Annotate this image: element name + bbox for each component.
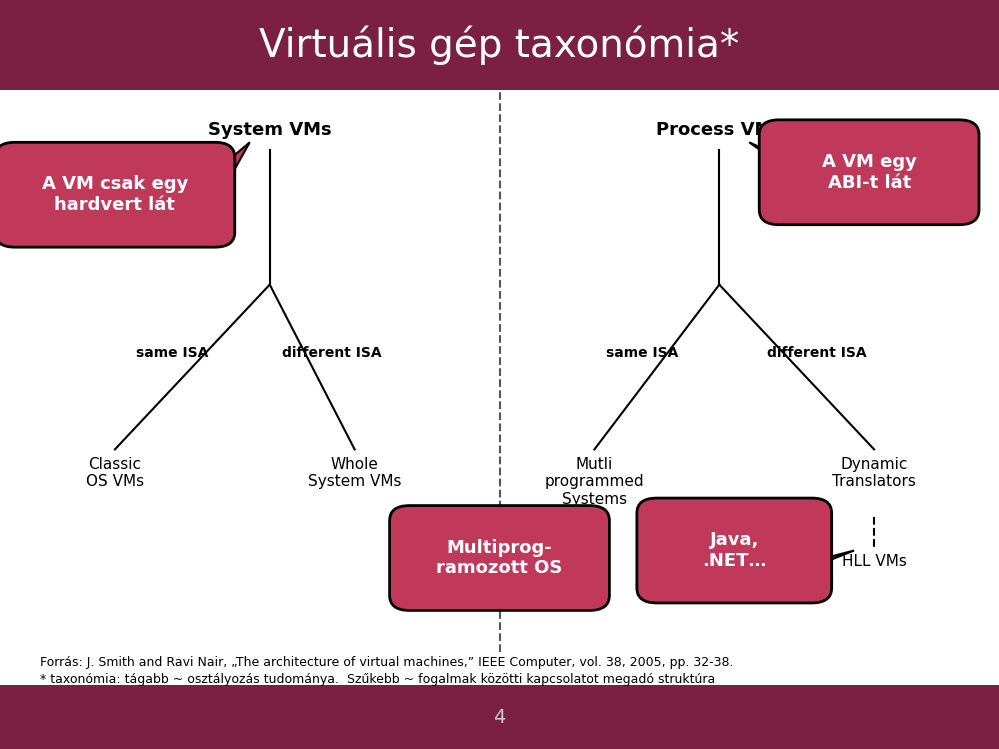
Text: Virtuális gép taxonómia*: Virtuális gép taxonómia* [260,25,739,64]
FancyBboxPatch shape [0,0,999,90]
Text: Process VMs: Process VMs [655,121,783,139]
Text: different ISA: different ISA [767,345,866,360]
Text: * taxonómia: tágabb ~ osztályozás tudománya.  Szűkebb ~ fogalmak közötti kapcsol: * taxonómia: tágabb ~ osztályozás tudomá… [40,673,715,686]
Text: Mutli
programmed
Systems: Mutli programmed Systems [544,457,644,506]
Text: Dynamic
Translators: Dynamic Translators [832,457,916,489]
Text: Whole
System VMs: Whole System VMs [308,457,402,489]
Text: Forrás: J. Smith and Ravi Nair, „The architecture of virtual machines,” IEEE Com: Forrás: J. Smith and Ravi Nair, „The arc… [40,655,733,669]
Text: different ISA: different ISA [283,345,382,360]
FancyBboxPatch shape [759,120,979,225]
Text: same ISA: same ISA [136,345,209,360]
Text: same ISA: same ISA [605,345,678,360]
Polygon shape [709,551,854,588]
Text: HLL VMs: HLL VMs [842,554,906,569]
FancyBboxPatch shape [637,498,831,603]
Text: A VM egy
ABI-t lát: A VM egy ABI-t lát [822,153,916,192]
FancyBboxPatch shape [390,506,609,610]
Text: 4: 4 [494,708,505,727]
FancyBboxPatch shape [0,142,235,247]
Polygon shape [749,142,894,210]
Text: Classic
OS VMs: Classic OS VMs [86,457,144,489]
Polygon shape [210,142,250,213]
Text: Multiprog-
ramozott OS: Multiprog- ramozott OS [437,539,562,577]
FancyBboxPatch shape [0,685,999,749]
Text: System VMs: System VMs [208,121,332,139]
Polygon shape [495,517,594,521]
Text: A VM csak egy
hardvert lát: A VM csak egy hardvert lát [42,175,188,214]
Text: Java,
.NET…: Java, .NET… [702,531,766,570]
